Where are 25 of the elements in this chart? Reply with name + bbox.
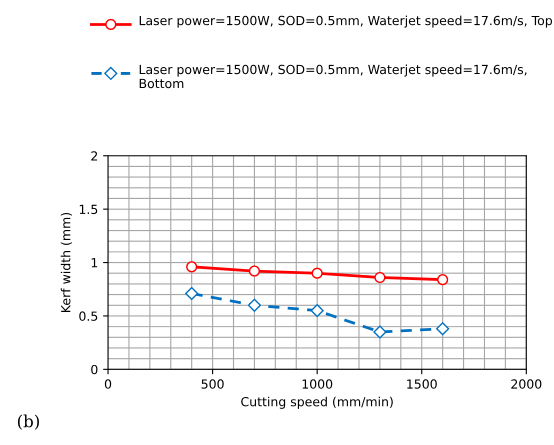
x-tick-label: 1000	[302, 379, 332, 389]
x-tick-label: 500	[202, 379, 224, 389]
x-axis-title: Cutting speed (mm/min)	[241, 396, 393, 409]
legend-label: Laser power=1500W, SOD=0.5mm, Waterjet speed=17.6m/s, Top	[140, 16, 552, 28]
x-tick-label: 0	[104, 379, 112, 389]
legend-label: Laser power=1500W, SOD=0.5mm, Waterjet speed=17.6m/s, Bottom	[140, 64, 526, 88]
point	[310, 304, 324, 318]
point	[248, 266, 260, 277]
y-tick-label: 1	[92, 258, 98, 268]
y-axis-title: Kerf width (mm)	[60, 212, 72, 312]
y-tick-label: 0	[91, 364, 98, 374]
point	[373, 325, 386, 339]
point	[248, 298, 262, 312]
point	[436, 322, 450, 336]
y-tick-label: 0.5	[79, 311, 98, 321]
text: (b)	[18, 414, 39, 430]
y-tick-label: 2	[91, 151, 98, 160]
point	[185, 286, 198, 300]
x-tick-label: 2000	[511, 379, 542, 389]
point	[186, 261, 198, 272]
point	[437, 274, 448, 286]
point	[374, 272, 386, 284]
point	[312, 268, 323, 279]
x-tick-label: 1500	[407, 379, 437, 389]
y-tick-label: 1.5	[80, 204, 98, 214]
